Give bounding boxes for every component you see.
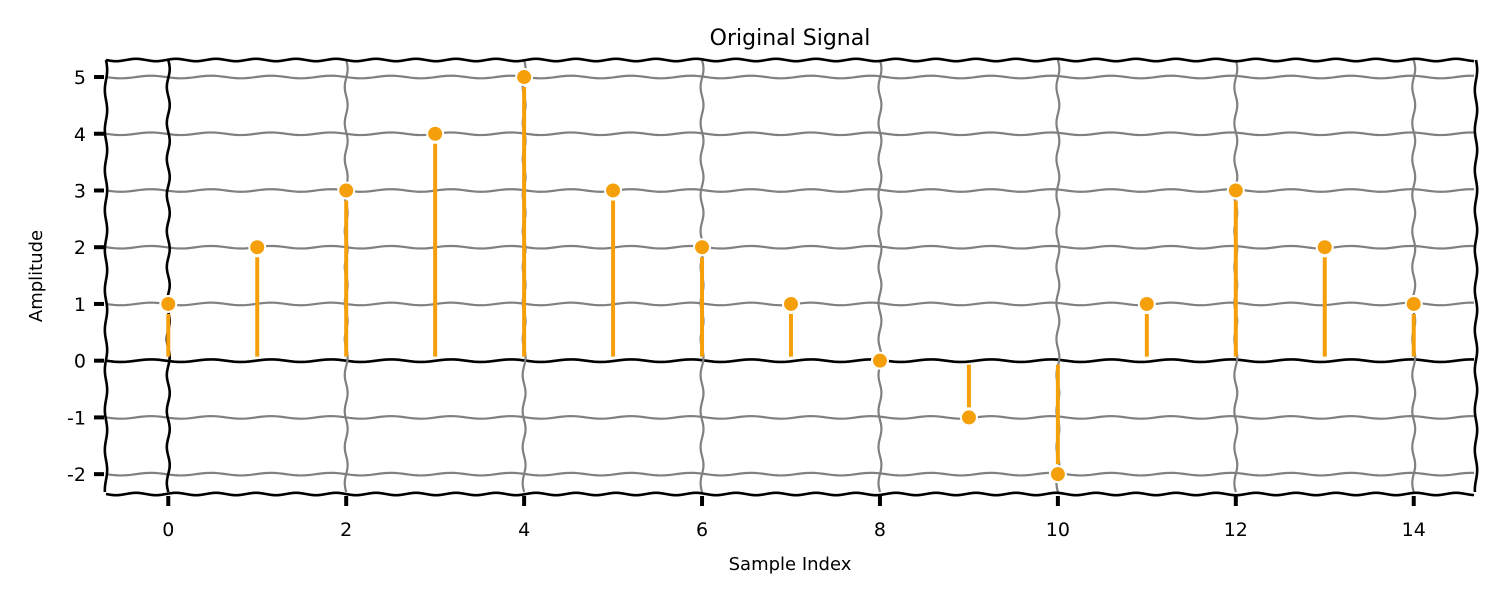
stems	[159, 68, 1423, 484]
stem-marker	[159, 294, 178, 313]
grid-line-h	[105, 131, 1475, 137]
zero-line	[105, 358, 1475, 364]
stem-marker	[515, 68, 534, 87]
right-spine	[1473, 59, 1479, 492]
stem-marker	[426, 124, 445, 143]
grid-line-v	[1411, 59, 1417, 493]
grid-line-h	[105, 244, 1475, 250]
grid-line-h	[105, 188, 1475, 193]
y-tick-label: -2	[67, 464, 86, 486]
y-tick-label: -1	[67, 407, 86, 429]
grid	[105, 59, 1475, 493]
x-tick-label: 12	[1224, 519, 1248, 541]
x-tick-label: 8	[874, 519, 886, 541]
stem-marker	[782, 294, 800, 313]
stem-marker	[604, 181, 623, 200]
grid-line-h	[105, 74, 1475, 80]
stem-marker	[248, 238, 267, 257]
stem-marker	[693, 238, 712, 257]
stem-marker	[1137, 294, 1156, 313]
y-tick-label: 2	[74, 237, 86, 259]
y-tick-label: 3	[74, 180, 86, 202]
x-tick-label: 10	[1046, 519, 1070, 541]
y-zero-line	[165, 59, 172, 493]
grid-line-h	[105, 471, 1475, 477]
stem-marker	[1226, 181, 1245, 200]
x-axis-label: Sample Index	[729, 554, 852, 575]
x-tick-label: 2	[340, 519, 352, 541]
grid-line-v	[877, 59, 883, 493]
left-spine	[103, 59, 109, 492]
x-tick-label: 14	[1402, 519, 1426, 541]
stem-marker	[1048, 465, 1067, 484]
stem-marker	[1315, 238, 1334, 257]
x-tick-label: 0	[162, 519, 174, 541]
y-tick-label: 0	[74, 351, 86, 373]
x-tick-label: 4	[518, 519, 530, 541]
y-axis-label: Amplitude	[26, 230, 47, 322]
top-spine	[105, 57, 1475, 63]
y-tick-label: 4	[74, 124, 86, 146]
chart-title: Original Signal	[710, 26, 871, 51]
grid-line-h	[105, 415, 1475, 420]
stem-marker	[959, 408, 978, 427]
x-tick-label: 6	[696, 519, 708, 541]
stem-marker	[1404, 294, 1423, 313]
bottom-spine	[105, 491, 1475, 497]
y-tick-label: 5	[74, 67, 86, 89]
stem-marker	[870, 351, 889, 370]
stem-marker	[337, 181, 356, 200]
axes	[94, 57, 1479, 506]
y-tick-label: 1	[74, 294, 86, 316]
